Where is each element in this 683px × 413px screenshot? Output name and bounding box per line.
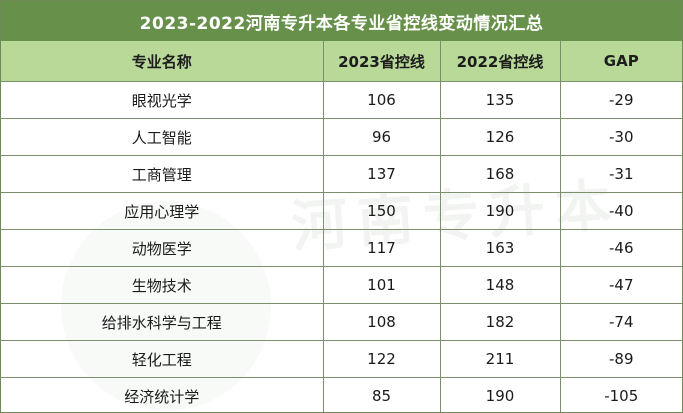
table-row: 生物技术 101 148 -47 — [1, 266, 682, 304]
cell-major: 经济统计学 — [1, 377, 324, 412]
cell-2022: 126 — [440, 118, 561, 156]
cell-2023: 85 — [323, 377, 441, 412]
header-gap: GAP — [560, 41, 682, 82]
table-row: 人工智能 96 126 -30 — [1, 118, 682, 156]
cell-2023: 96 — [323, 118, 441, 156]
cell-2023: 101 — [323, 266, 441, 304]
table-title: 2023-2022河南专升本各专业省控线变动情况汇总 — [1, 1, 682, 41]
table-row: 给排水科学与工程 108 182 -74 — [1, 303, 682, 341]
cell-major: 生物技术 — [1, 266, 324, 304]
table-row: 动物医学 117 163 -46 — [1, 229, 682, 267]
cell-2022: 190 — [440, 192, 561, 230]
cell-gap: -105 — [604, 387, 639, 405]
table-row: 应用心理学 150 190 -40 — [1, 192, 682, 230]
cell-gap: -30 — [560, 118, 682, 156]
table-row: 工商管理 137 168 -31 — [1, 155, 682, 193]
cell-major: 给排水科学与工程 — [1, 303, 324, 341]
cell-2023: 137 — [323, 155, 441, 193]
cell-2023: 108 — [323, 303, 441, 341]
header-major: 专业名称 — [1, 41, 324, 82]
cell-gap: -89 — [560, 340, 682, 378]
cell-2022: 182 — [440, 303, 561, 341]
table-row: 眼视光学 106 135 -29 — [1, 81, 682, 119]
cell-gap: -47 — [560, 266, 682, 304]
cell-gap: -46 — [560, 229, 682, 267]
cell-2023: 150 — [323, 192, 441, 230]
cell-major: 人工智能 — [1, 118, 324, 156]
cell-gap: -31 — [560, 155, 682, 193]
cell-2022: 135 — [440, 81, 561, 119]
table-row: 经济统计学 85 190 -105 — [1, 377, 682, 412]
header-row: 专业名称 2023省控线 2022省控线 GAP — [1, 41, 682, 82]
cell-major: 应用心理学 — [1, 192, 324, 230]
cell-2022: 148 — [440, 266, 561, 304]
cell-major: 工商管理 — [1, 155, 324, 193]
cell-2023: 117 — [323, 229, 441, 267]
cell-2022: 168 — [440, 155, 561, 193]
header-2022: 2022省控线 — [440, 41, 561, 82]
score-table: 专业名称 2023省控线 2022省控线 GAP 眼视光学 106 135 -2… — [1, 41, 682, 412]
table-row: 轻化工程 122 211 -89 — [1, 340, 682, 378]
cell-2022: 211 — [440, 340, 561, 378]
cell-2023: 106 — [323, 81, 441, 119]
header-2023: 2023省控线 — [323, 41, 441, 82]
cell-gap: -74 — [560, 303, 682, 341]
cell-major: 眼视光学 — [1, 81, 324, 119]
cell-gap: -29 — [560, 81, 682, 119]
cell-gap: -40 — [560, 192, 682, 230]
cell-major: 动物医学 — [1, 229, 324, 267]
cell-major: 轻化工程 — [1, 340, 324, 378]
cell-2022: 163 — [440, 229, 561, 267]
cell-2022: 190 — [440, 377, 561, 412]
cell-2023: 122 — [323, 340, 441, 378]
